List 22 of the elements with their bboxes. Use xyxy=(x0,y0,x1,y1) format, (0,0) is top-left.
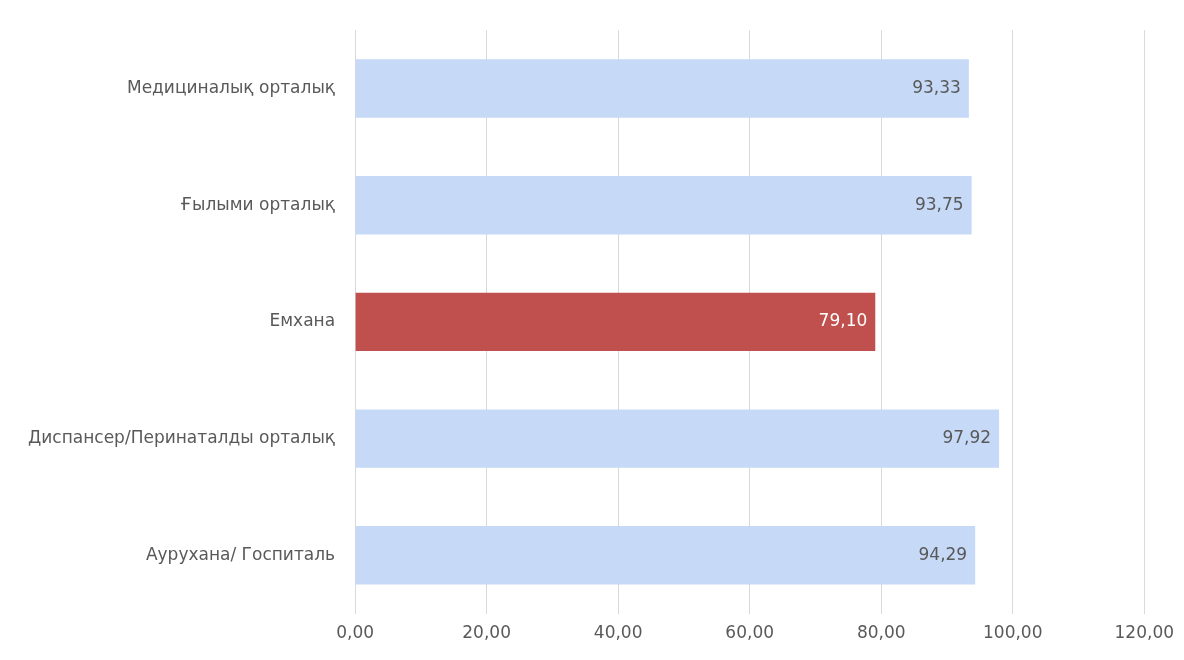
x-tick-label: 100,00 xyxy=(982,622,1043,643)
bar xyxy=(355,409,1000,468)
bar xyxy=(355,176,972,235)
x-tick-label: 60,00 xyxy=(725,622,775,643)
x-tick-label: 120,00 xyxy=(1114,622,1174,643)
y-tick-label: Диспансер/Перинаталды орталық xyxy=(27,427,336,447)
y-tick-label: Емхана xyxy=(269,310,336,331)
y-tick-label: Медициналық орталық xyxy=(126,76,336,97)
bar xyxy=(355,292,876,352)
data-label: 93,75 xyxy=(914,193,964,214)
x-tick-label: 40,00 xyxy=(593,622,643,643)
data-label: 94,29 xyxy=(918,543,968,564)
y-tick-label: Аурухана/ Госпиталь xyxy=(145,543,336,564)
x-tick-label: 20,00 xyxy=(462,622,511,643)
data-label: 93,33 xyxy=(912,76,961,97)
bar xyxy=(355,59,969,118)
data-label: 97,92 xyxy=(942,427,992,447)
y-tick-label: Ғылыми орталық xyxy=(180,193,336,214)
x-tick-label: 0,00 xyxy=(336,622,375,643)
data-label: 79,10 xyxy=(818,310,868,331)
bar xyxy=(355,526,976,585)
x-tick-label: 80,00 xyxy=(856,622,906,643)
